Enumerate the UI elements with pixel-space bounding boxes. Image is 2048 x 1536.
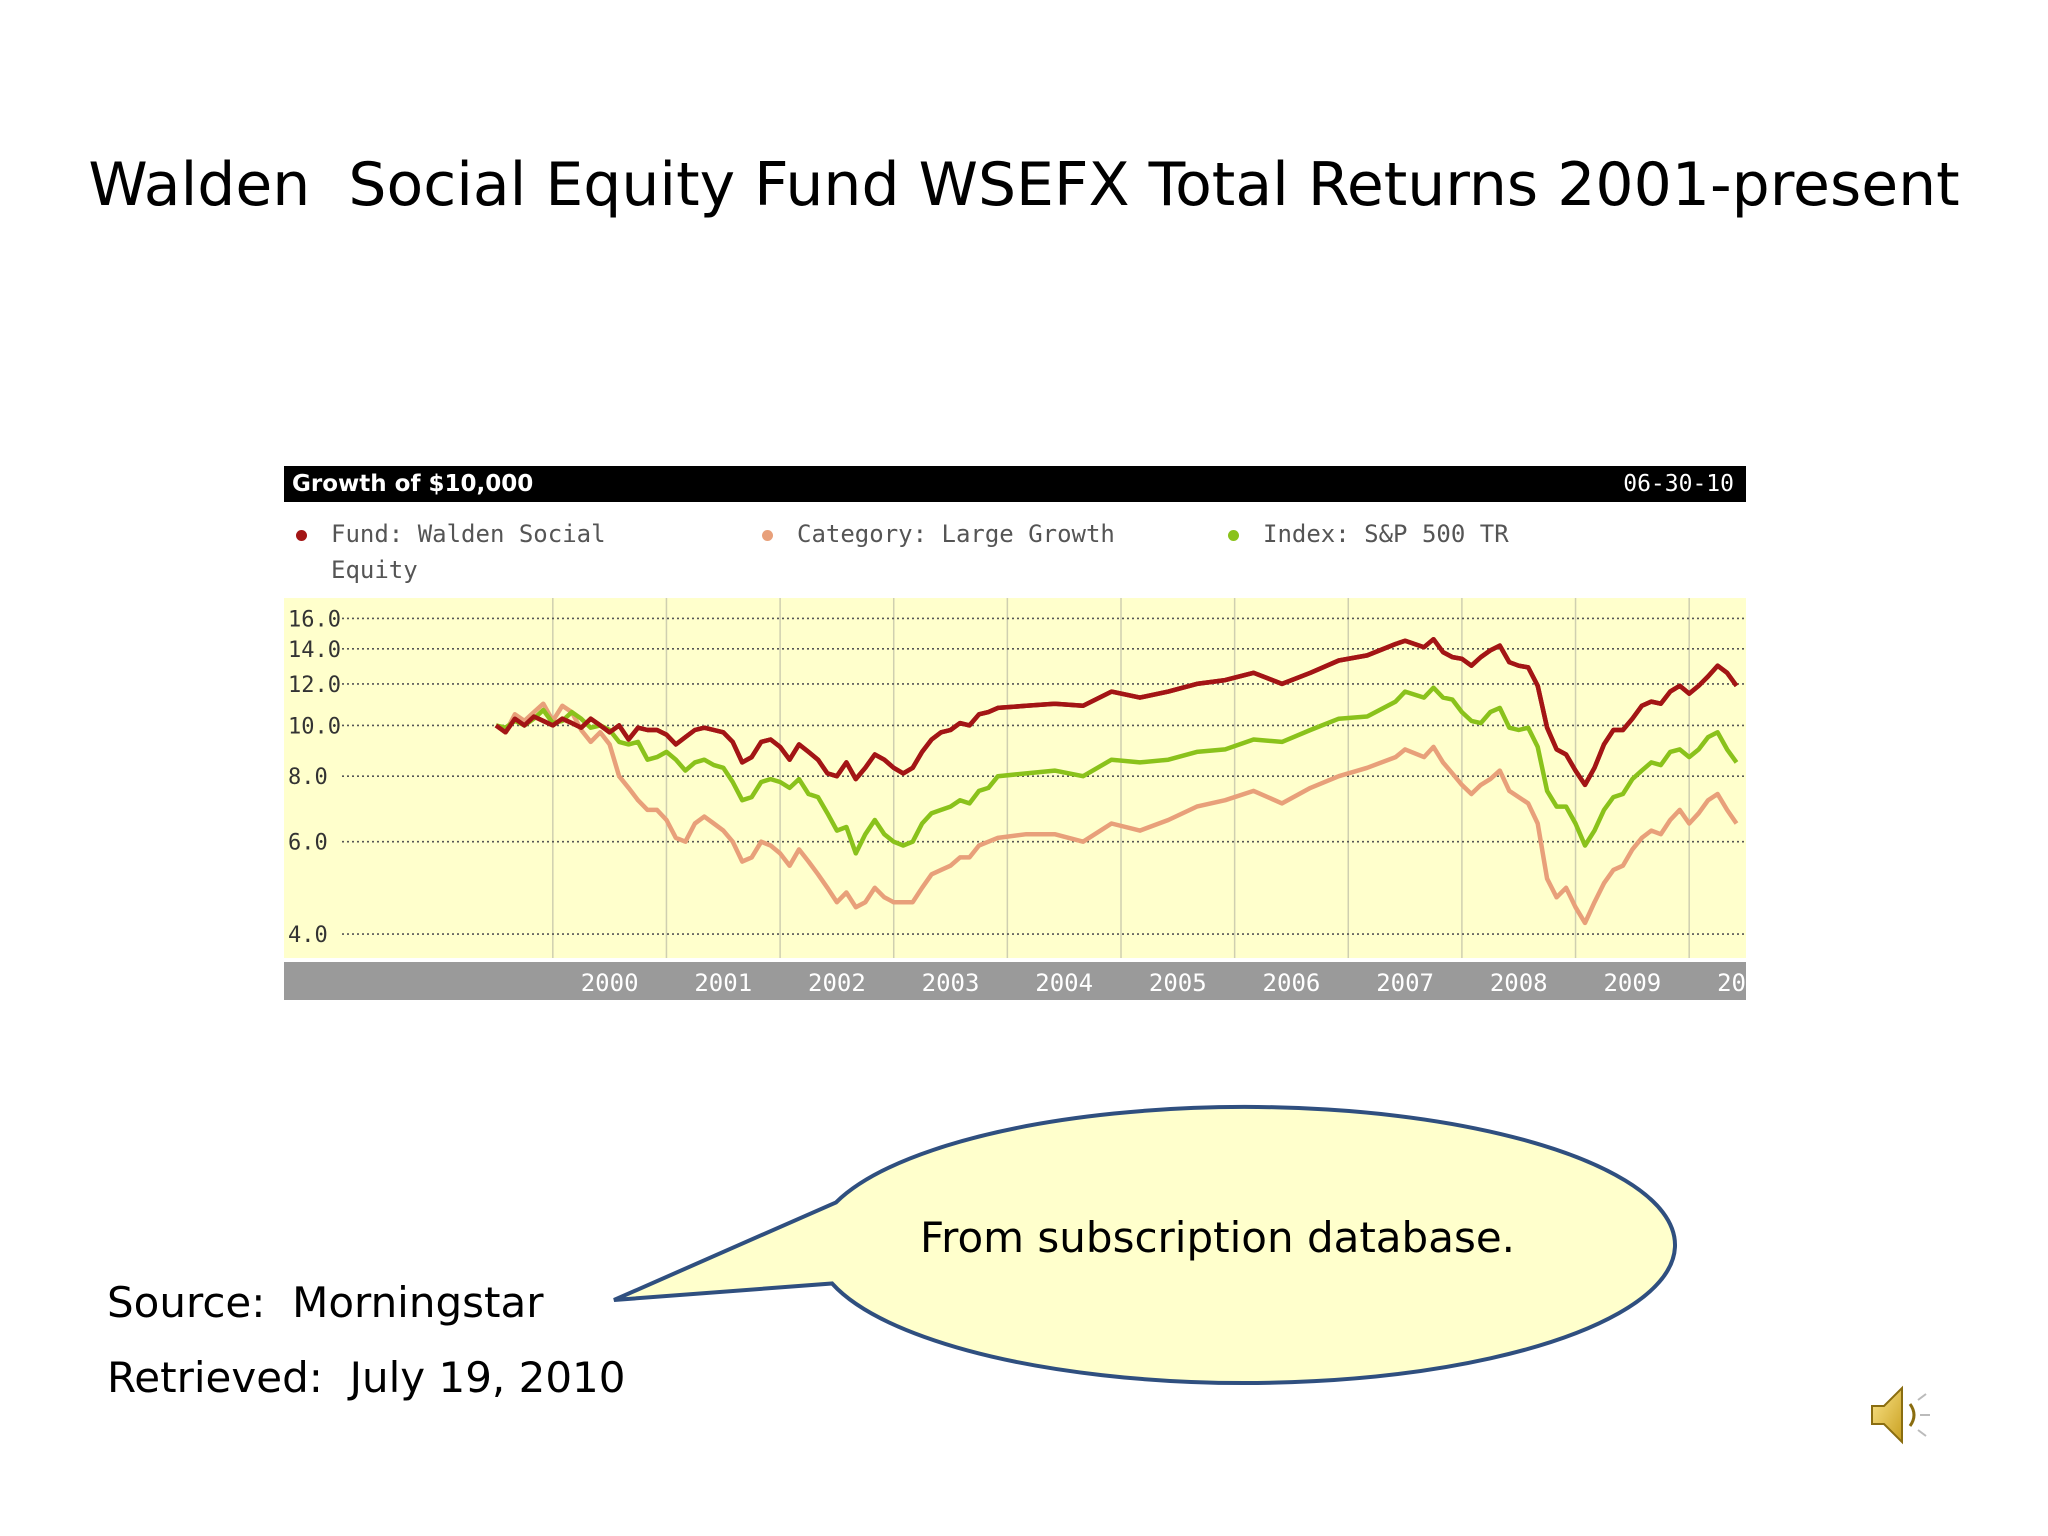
y-tick-label: 4.0 (288, 923, 328, 948)
y-tick-label: 16.0 (288, 607, 341, 632)
y-tick-label: 8.0 (288, 765, 328, 790)
x-tick-label: 2002 (808, 969, 866, 997)
x-tick-label: 2000 (581, 969, 639, 997)
chart-title: Growth of $10,000 (292, 471, 534, 497)
legend-item-category: Category: Large Growth (750, 516, 1115, 552)
speaker-icon[interactable] (1868, 1380, 1938, 1450)
series-line-index (495, 685, 1739, 856)
source-text: Source: Morningstar (107, 1278, 544, 1327)
x-tick-label: 2006 (1263, 969, 1321, 997)
x-tick-label: 2003 (922, 969, 980, 997)
chart-date: 06-30-10 (1623, 471, 1734, 497)
retrieved-text: Retrieved: July 19, 2010 (107, 1353, 626, 1402)
series-line-fund-top (494, 636, 1739, 788)
legend-item-fund: Fund: Walden Social Equity (284, 516, 724, 588)
legend-label-index: Index: S&P 500 TR (1263, 520, 1509, 548)
chart-legend: Fund: Walden Social Equity Category: Lar… (284, 516, 1746, 586)
chart-plot: 16.0 14.0 12.0 10.0 8.0 6.0 4.0 2000 2001 2002 200… (284, 598, 1746, 1000)
callout-bubble (613, 1105, 1677, 1385)
legend-item-index: Index: S&P 500 TR (1216, 516, 1509, 552)
legend-dot-fund (296, 529, 307, 541)
legend-dot-index (1228, 529, 1239, 541)
slide-title: Walden Social Equity Fund WSEFX Total Re… (88, 150, 1960, 220)
x-tick-label: 2010 (1717, 969, 1746, 997)
speech-callout (613, 1105, 1677, 1385)
x-tick-label: 2007 (1376, 969, 1434, 997)
legend-dot-category (762, 529, 773, 541)
x-tick-label: 2009 (1603, 969, 1661, 997)
y-tick-label: 10.0 (288, 714, 341, 739)
y-tick-label: 6.0 (288, 831, 328, 856)
callout-text: From subscription database. (920, 1213, 1516, 1262)
x-axis-band (284, 962, 1746, 1000)
x-tick-label: 2008 (1490, 969, 1548, 997)
x-tick-label: 2001 (694, 969, 752, 997)
growth-chart: Growth of $10,000 06-30-10 Fund: Walden … (284, 466, 1746, 1000)
plot-background (284, 598, 1746, 958)
legend-label-fund: Fund: Walden Social Equity (331, 520, 606, 584)
series-line-category (494, 701, 1739, 926)
x-tick-label: 2004 (1035, 969, 1093, 997)
legend-label-category: Category: Large Growth (797, 520, 1115, 548)
x-tick-label: 2005 (1149, 969, 1207, 997)
y-tick-label: 14.0 (288, 638, 341, 663)
chart-header: Growth of $10,000 06-30-10 (284, 466, 1746, 502)
y-tick-label: 12.0 (288, 673, 341, 698)
